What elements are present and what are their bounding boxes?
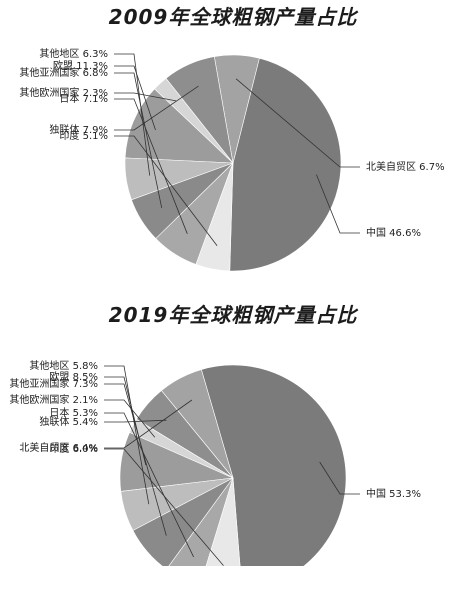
leader-line — [316, 174, 360, 234]
leader-line — [104, 419, 167, 423]
leader-line — [104, 412, 194, 558]
leader-line — [114, 135, 218, 246]
leader-line — [114, 72, 163, 208]
leader-line — [104, 399, 193, 449]
slice-label: 欧盟 11.3% — [53, 60, 108, 72]
leader-line — [235, 78, 360, 168]
slice-label: 其他地区 5.8% — [29, 359, 98, 372]
leader-line — [114, 98, 188, 234]
slice-label: 欧盟 8.5% — [49, 371, 98, 383]
pie-labels: 中国 53.3% 北美自贸区 6.4% 独联体 5.4% 其他欧洲国家 2.1% 欧盟 … — [9, 359, 421, 566]
slice-label: 中国 46.6% — [366, 226, 421, 239]
slice-label: 独联体 7.9% — [49, 123, 108, 136]
pie-labels: 中国 46.6% 北美自贸区 6.7% 独联体 7.9% 其他欧洲国家 2.3% 欧盟 … — [19, 47, 445, 246]
slice-label: 其他欧洲国家 2.3% — [19, 86, 108, 99]
slice-label: 日本 7.1% — [59, 92, 108, 105]
leader-line — [104, 365, 150, 505]
leader-line — [104, 399, 156, 438]
slice-label: 印度 5.1% — [59, 129, 108, 142]
leader-line — [114, 53, 151, 176]
pie-slice-印度 — [195, 162, 234, 272]
slice-label: 中国 53.3% — [366, 487, 421, 500]
leader-line — [104, 383, 167, 536]
slice-label: 印度 6.0% — [49, 442, 98, 455]
cover-box — [140, 566, 315, 610]
slice-label: 其他亚洲国家 6.8% — [19, 66, 108, 79]
leader-line — [104, 448, 224, 566]
pie-slice-中国 — [229, 57, 342, 272]
slice-label: 其他欧洲国家 2.1% — [9, 393, 98, 406]
leader-line — [114, 92, 177, 102]
pie-slices — [124, 54, 342, 272]
chart-title: 2019年全球粗钢产量占比 — [109, 303, 360, 327]
chart-title: 2009年全球粗钢产量占比 — [109, 5, 360, 29]
slice-label: 独联体 5.4% — [39, 415, 98, 428]
leader-line — [114, 65, 156, 131]
slice-label: 其他地区 6.3% — [39, 47, 108, 60]
leader-line — [319, 461, 360, 495]
slice-label: 北美自贸区 6.4% — [19, 441, 98, 454]
leader-line — [114, 85, 199, 131]
pie-slices — [119, 364, 347, 592]
slice-label: 其他亚洲国家 7.3% — [9, 377, 98, 390]
slice-label: 日本 5.3% — [49, 406, 98, 419]
slice-label: 北美自贸区 6.7% — [366, 160, 445, 173]
